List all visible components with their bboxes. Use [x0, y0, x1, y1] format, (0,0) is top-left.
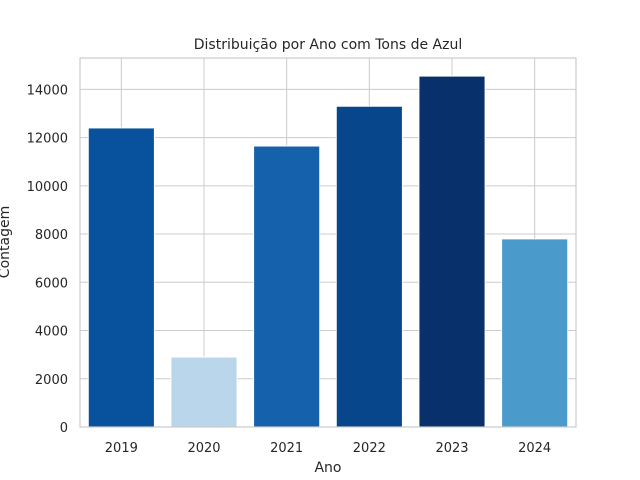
x-tick-label: 2019	[105, 441, 138, 456]
x-axis-ticks: 2019 2020 2021 2022 2023 2024	[105, 441, 551, 456]
bar-2019	[87, 127, 155, 428]
y-tick-label: 4000	[35, 325, 68, 340]
bars	[87, 75, 569, 428]
y-tick-label: 12000	[27, 132, 68, 147]
bar-2023	[418, 75, 486, 428]
y-tick-label: 2000	[35, 373, 68, 388]
bar-2022	[335, 105, 403, 428]
bar-2020	[170, 356, 238, 428]
x-tick-label: 2021	[270, 441, 303, 456]
y-axis-label: Contagem	[0, 206, 13, 278]
x-tick-label: 2023	[435, 441, 468, 456]
chart-title: Distribuição por Ano com Tons de Azul	[194, 37, 463, 53]
bar-2024	[501, 238, 569, 428]
bar-2021	[253, 145, 321, 428]
y-tick-label: 8000	[35, 228, 68, 243]
x-tick-label: 2022	[353, 441, 386, 456]
y-tick-label: 14000	[27, 83, 68, 98]
y-tick-label: 10000	[27, 180, 68, 195]
y-tick-label: 0	[60, 421, 68, 436]
x-axis-label: Ano	[314, 460, 341, 476]
x-tick-label: 2020	[187, 441, 220, 456]
x-tick-label: 2024	[518, 441, 551, 456]
y-axis-ticks: 0 2000 4000 6000 8000 10000 12000 14000	[27, 83, 68, 436]
plot-area-frame	[79, 57, 577, 428]
y-tick-label: 6000	[35, 276, 68, 291]
